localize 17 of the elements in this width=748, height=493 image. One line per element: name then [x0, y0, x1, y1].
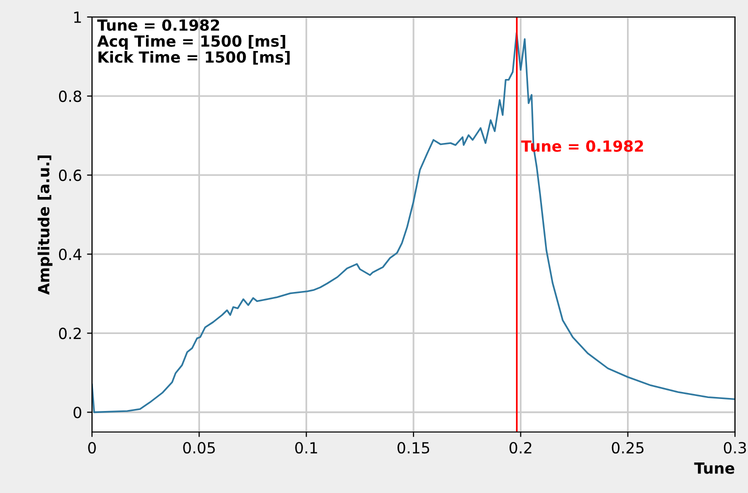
x-tick-label: 0.1 — [295, 442, 318, 454]
x-tick-label: 0 — [88, 442, 96, 454]
y-tick-label: 0 — [74, 406, 82, 418]
y-tick-label: 0.6 — [58, 170, 82, 182]
annotation: Tune = 0.1982 Acq Time = 1500 [ms] Kick Time = 1500 [ms] — [97, 19, 290, 65]
x-tick-label: 0.3 — [724, 442, 746, 454]
x-tick-label: 0.2 — [510, 442, 532, 454]
y-tick-label: 0.2 — [58, 328, 81, 340]
y-axis-title: Amplitude [a.u.] — [38, 155, 52, 295]
line-series — [92, 32, 735, 414]
x-tick-label: 0.25 — [612, 442, 644, 454]
y-tick-label: 0.8 — [58, 90, 82, 102]
x-tick-label: 0.05 — [183, 442, 215, 454]
x-axis-title: Tune — [694, 462, 734, 474]
y-tick-label: 0.4 — [58, 248, 82, 260]
y-tick-label: 1 — [74, 12, 81, 23]
x-tick-label: 0.15 — [398, 442, 430, 454]
